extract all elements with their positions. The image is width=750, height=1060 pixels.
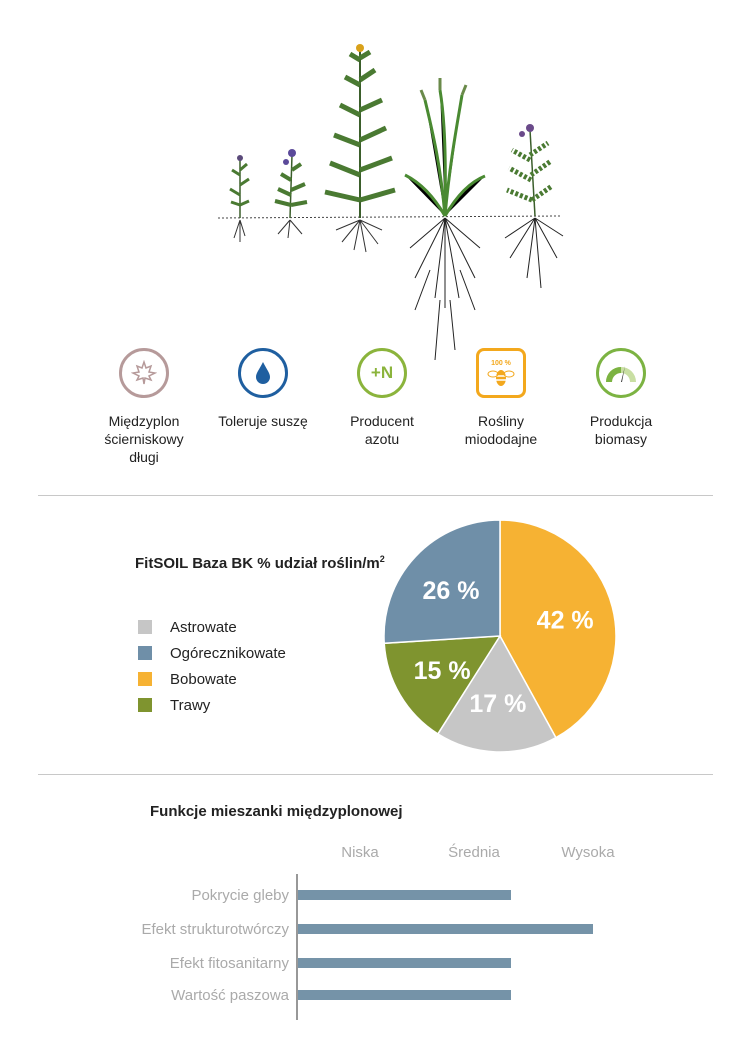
pie-slice-bobowate	[499, 519, 617, 739]
legend-label: Ogórecznikowate	[170, 644, 286, 662]
feature-stubble-catch-crop: Międzyplon ścierniskowy długi	[79, 348, 209, 466]
pie-chart-title: FitSOIL Baza BK % udział roślin/m2	[135, 554, 385, 572]
pie-slice-label: 17 %	[469, 690, 526, 718]
feature-label: Toleruje suszę	[218, 413, 308, 429]
feature-label: Rośliny miododajne	[464, 413, 538, 447]
pie-slice-label: 42 %	[537, 606, 594, 634]
nitrogen-glyph: +N	[370, 363, 394, 382]
plant-4	[404, 78, 486, 361]
legend-swatch	[138, 646, 152, 660]
plant-2	[274, 149, 308, 239]
scale-label: Niska	[341, 844, 379, 861]
legend-item-1: Ogórecznikowate	[138, 643, 286, 663]
feature-honey-plants: 100 % Rośliny miododajne	[436, 348, 566, 448]
plants-illustration	[217, 44, 564, 361]
pie-title-text: FitSOIL Baza BK % udział roślin/m	[135, 555, 380, 572]
legend-item-3: Trawy	[138, 695, 210, 715]
legend-swatch	[138, 672, 152, 686]
bar-3	[298, 990, 511, 1000]
maple-leaf-icon	[119, 348, 169, 398]
plant-3	[324, 44, 396, 253]
section-divider	[38, 495, 713, 496]
water-drop-icon	[238, 348, 288, 398]
nitrogen-plus-icon: +N	[357, 348, 407, 398]
scale-label: Wysoka	[561, 844, 615, 861]
legend-swatch	[138, 620, 152, 634]
plant-1	[229, 155, 250, 242]
pie-chart: 42 % 17 % 15 % 26 %	[383, 519, 617, 753]
category-label: Efekt strukturotwórczy	[141, 921, 289, 938]
feature-label: Międzyplon ścierniskowy długi	[104, 413, 184, 465]
legend-label: Trawy	[170, 696, 211, 714]
feature-label: Producent azotu	[350, 413, 414, 447]
feature-drought-tolerance: Toleruje suszę	[198, 348, 328, 430]
bee-percent-text: 100 %	[491, 360, 512, 367]
legend-swatch	[138, 698, 152, 712]
pie-slice-ogórecznikowate	[383, 519, 501, 645]
legend-label: Astrowate	[170, 618, 237, 636]
category-label: Efekt fitosanitarny	[170, 955, 290, 972]
category-label: Wartość paszowa	[171, 987, 289, 1004]
legend-item-0: Astrowate	[138, 617, 237, 637]
pie-slice-astrowate	[436, 634, 557, 753]
feature-label: Produkcja biomasy	[589, 413, 653, 447]
pie-slice-label: 15 %	[414, 657, 471, 685]
feature-nitrogen-producer: +N Producent azotu	[317, 348, 447, 448]
bar-chart-title: Funkcje mieszanki międzyplonowej	[150, 803, 403, 820]
section-divider	[38, 774, 713, 775]
pie-title-superscript: 2	[379, 554, 385, 564]
bar-0	[298, 890, 511, 900]
plant-5	[504, 124, 564, 289]
bar-chart: Niska Średnia Wysoka Pokrycie gleby Efekt st…	[141, 843, 615, 1020]
gauge-icon	[596, 348, 646, 398]
bee-icon: 100 %	[476, 348, 526, 398]
legend-item-2: Bobowate	[138, 669, 237, 689]
pie-slice-label: 26 %	[422, 577, 479, 605]
pie-slice-trawy	[383, 635, 502, 735]
feature-biomass-production: Produkcja biomasy	[556, 348, 686, 448]
bar-2	[298, 958, 511, 968]
scale-label: Średnia	[448, 843, 500, 861]
bar-1	[298, 924, 593, 934]
legend-label: Bobowate	[170, 670, 237, 688]
category-label: Pokrycie gleby	[191, 887, 289, 904]
